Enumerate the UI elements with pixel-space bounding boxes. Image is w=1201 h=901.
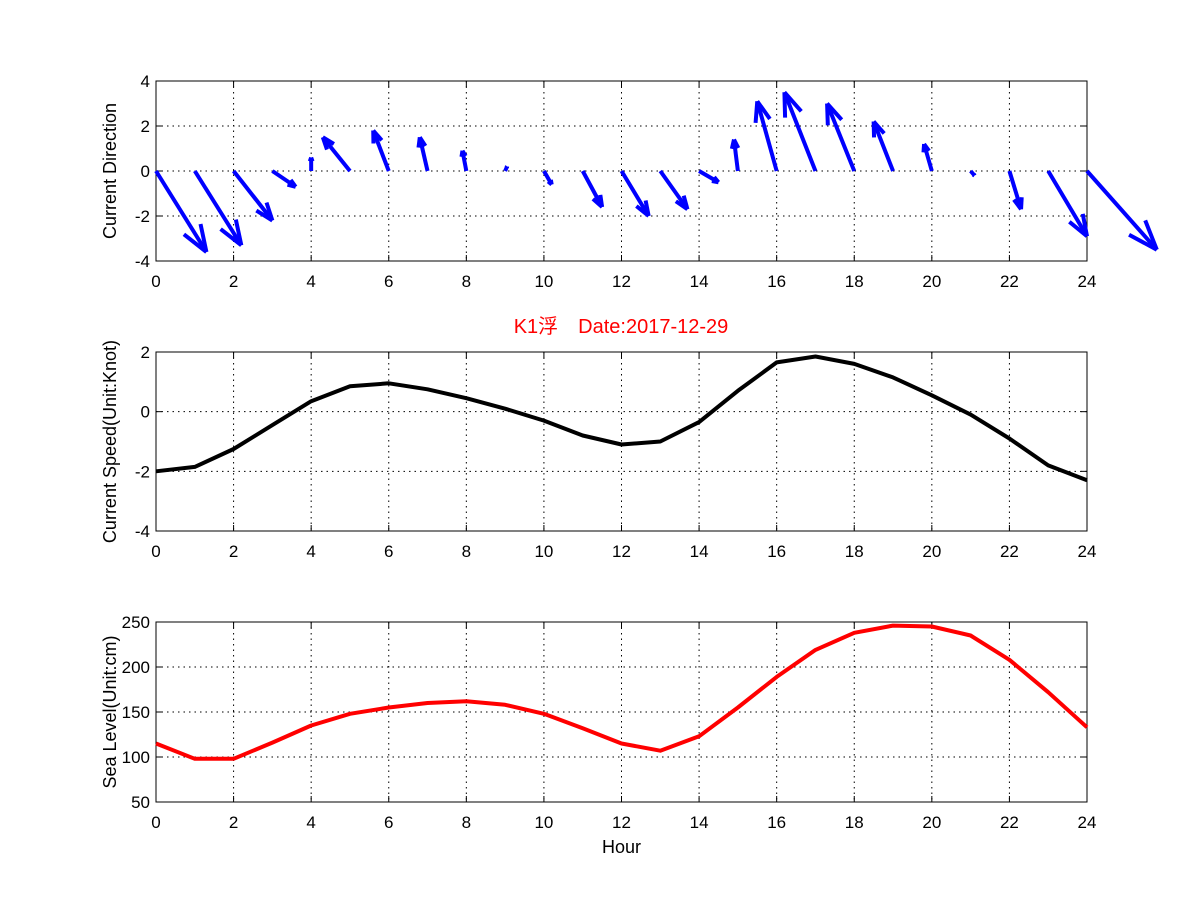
- y-tick-label: -2: [135, 207, 150, 226]
- current-arrow: [307, 156, 315, 171]
- x-tick-label: 10: [534, 272, 553, 291]
- current-arrow: [969, 169, 977, 178]
- x-tick-label: 8: [462, 813, 471, 832]
- current-arrow: [271, 169, 298, 189]
- x-tick-label: 24: [1078, 272, 1097, 291]
- x-tick-label: 18: [845, 272, 864, 291]
- current-arrow: [658, 169, 690, 211]
- x-tick-label: 8: [462, 542, 471, 561]
- current-arrow: [871, 120, 895, 172]
- current-arrow: [1085, 169, 1159, 252]
- x-tick-label: 8: [462, 272, 471, 291]
- current-arrow: [154, 169, 209, 254]
- figure-title: K1浮 Date:2017-12-29: [514, 315, 729, 338]
- y-axis-label: Sea Level(Unit:cm): [100, 635, 120, 788]
- current-arrow: [580, 170, 605, 209]
- x-tick-label: 22: [1000, 813, 1019, 832]
- current-arrow: [782, 90, 818, 172]
- current-arrow: [1007, 170, 1024, 211]
- current-arrow: [729, 138, 741, 172]
- current-speed-line: [155, 354, 1088, 483]
- x-tick-label: 16: [767, 272, 786, 291]
- y-tick-label: 50: [131, 793, 150, 812]
- y-axis-label: Current Speed(Unit:Knot): [100, 340, 120, 543]
- current-arrow: [232, 169, 275, 223]
- y-tick-label: 200: [122, 658, 150, 677]
- y-tick-label: 2: [141, 343, 150, 362]
- x-tick-label: 20: [922, 542, 941, 561]
- y-tick-label: 0: [141, 403, 150, 422]
- current-arrow: [1046, 169, 1089, 238]
- x-tick-label: 20: [922, 813, 941, 832]
- x-tick-label: 20: [922, 272, 941, 291]
- x-tick-label: 12: [612, 813, 631, 832]
- y-tick-label: 2: [141, 117, 150, 136]
- x-tick-label: 16: [767, 542, 786, 561]
- y-tick-label: 4: [141, 72, 150, 91]
- x-tick-label: 0: [151, 813, 160, 832]
- current-arrow: [416, 136, 430, 172]
- x-tick-label: 0: [151, 542, 160, 561]
- x-tick-label: 12: [612, 272, 631, 291]
- y-tick-label: 150: [122, 703, 150, 722]
- x-tick-label: 2: [229, 542, 238, 561]
- x-tick-label: 6: [384, 542, 393, 561]
- x-tick-label: 24: [1078, 542, 1097, 561]
- y-tick-label: 0: [141, 162, 150, 181]
- current-arrow: [921, 142, 934, 172]
- current-arrow: [542, 170, 554, 187]
- y-tick-label: 100: [122, 748, 150, 767]
- x-tick-label: 2: [229, 813, 238, 832]
- y-tick-label: -4: [135, 522, 150, 541]
- axes-frame: [155, 621, 1088, 803]
- current-arrow: [503, 165, 510, 172]
- x-tick-label: 22: [1000, 272, 1019, 291]
- current-arrow: [320, 135, 352, 173]
- y-axis-label: Current Direction: [100, 103, 120, 239]
- current-arrow: [371, 129, 391, 172]
- x-axis-label: Hour: [602, 837, 641, 857]
- current-arrow: [825, 102, 857, 172]
- y-tick-label: -4: [135, 252, 150, 271]
- x-tick-label: 14: [690, 272, 709, 291]
- x-tick-label: 4: [306, 542, 315, 561]
- y-tick-label: 250: [122, 613, 150, 632]
- y-tick-label: -2: [135, 462, 150, 481]
- x-tick-label: 16: [767, 813, 786, 832]
- x-tick-label: 2: [229, 272, 238, 291]
- current-arrow: [193, 169, 244, 247]
- sea-level-line: [155, 623, 1089, 761]
- x-tick-label: 10: [534, 813, 553, 832]
- current-arrow: [459, 149, 469, 172]
- x-tick-label: 6: [384, 813, 393, 832]
- x-tick-label: 22: [1000, 542, 1019, 561]
- x-tick-label: 6: [384, 272, 393, 291]
- x-tick-label: 14: [690, 813, 709, 832]
- x-tick-label: 24: [1078, 813, 1097, 832]
- x-tick-label: 10: [534, 542, 553, 561]
- current-arrow: [753, 100, 779, 172]
- current-arrow: [698, 169, 721, 185]
- current-arrow: [619, 169, 651, 218]
- x-tick-label: 18: [845, 813, 864, 832]
- x-tick-label: 12: [612, 542, 631, 561]
- x-tick-label: 14: [690, 542, 709, 561]
- x-tick-label: 18: [845, 542, 864, 561]
- x-tick-label: 0: [151, 272, 160, 291]
- x-tick-label: 4: [306, 272, 315, 291]
- x-tick-label: 4: [306, 813, 315, 832]
